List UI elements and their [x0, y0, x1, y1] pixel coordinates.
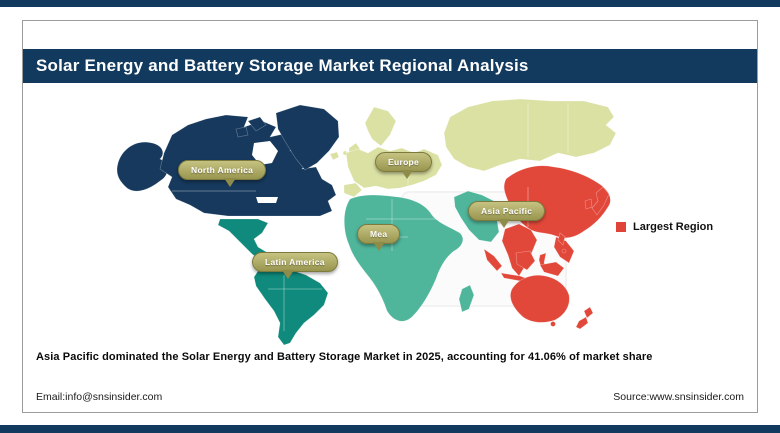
- australia-shape: [510, 274, 570, 323]
- madagascar-shape: [458, 284, 475, 313]
- top-accent-bar: [0, 0, 780, 7]
- sumatra-shape: [483, 248, 503, 272]
- world-map: [116, 98, 617, 346]
- korea-shape: [584, 198, 593, 210]
- map-label-europe: Europe: [375, 152, 433, 179]
- footer-email: Email:info@snsinsider.com: [36, 391, 163, 403]
- infographic-panel: Solar Energy and Battery Storage Market …: [22, 20, 758, 413]
- japan-shape: [591, 186, 610, 216]
- africa-shape: [343, 194, 464, 322]
- russia-shape: [443, 98, 617, 172]
- arctic-island-shape: [235, 126, 249, 138]
- map-label-mea: Mea: [357, 224, 401, 251]
- new-guinea-shape: [539, 261, 565, 277]
- map-label-asia-pacific: Asia Pacific: [468, 201, 546, 228]
- map-label-north-america: North America: [178, 160, 267, 187]
- caption-text: Asia Pacific dominated the Solar Energy …: [36, 351, 653, 363]
- map-label-latin-america: Latin America: [252, 252, 338, 279]
- legend: Largest Region: [616, 221, 713, 233]
- alaska-shape: [116, 141, 168, 192]
- greenland-shape: [275, 104, 340, 171]
- region-north-america: [116, 104, 340, 217]
- title-bar: Solar Energy and Battery Storage Market …: [23, 49, 757, 83]
- region-asia-pacific: [483, 165, 611, 330]
- iceland-shape: [329, 151, 340, 161]
- philippines-shape: [561, 248, 567, 254]
- scandinavia-shape: [364, 106, 397, 147]
- footer: Email:info@snsinsider.com Source:www.sns…: [36, 391, 744, 403]
- page-title: Solar Energy and Battery Storage Market …: [36, 56, 529, 75]
- new-zealand-shape: [583, 306, 594, 319]
- tasmania-shape: [550, 321, 556, 327]
- legend-label: Largest Region: [633, 221, 714, 233]
- iberia-shape: [343, 182, 363, 198]
- legend-swatch-icon: [616, 222, 626, 232]
- footer-source: Source:www.snsinsider.com: [613, 391, 744, 403]
- hudson-bay-shape: [252, 141, 278, 165]
- arctic-island-shape: [247, 116, 267, 132]
- south-america-shape: [253, 262, 329, 346]
- great-lakes-shape: [256, 197, 278, 203]
- bottom-accent-bar: [0, 425, 780, 433]
- new-zealand-shape: [575, 316, 589, 330]
- borneo-shape: [515, 250, 536, 271]
- philippines-shape: [557, 232, 566, 246]
- region-latin-america: [217, 218, 329, 346]
